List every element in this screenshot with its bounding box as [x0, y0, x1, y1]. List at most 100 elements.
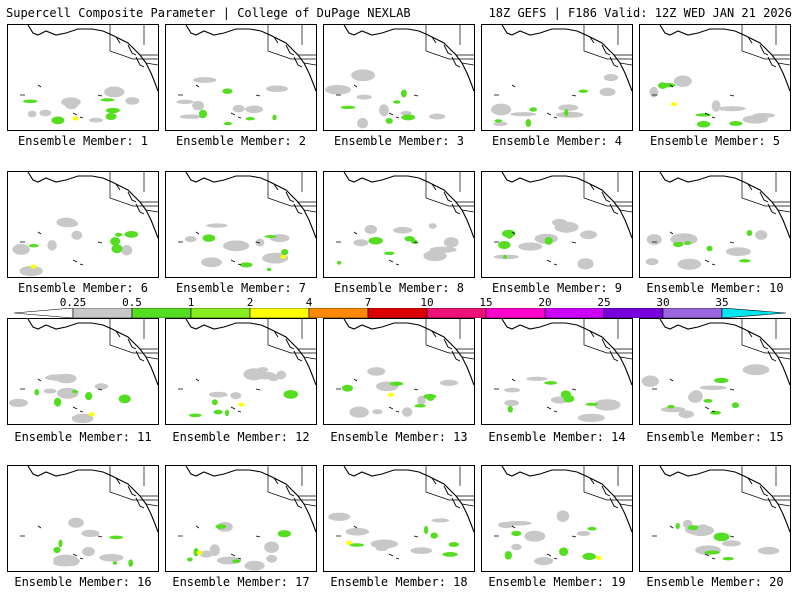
coastline: [343, 172, 474, 239]
coastal-islands: [273, 183, 303, 215]
colorbar-segment: [249, 308, 310, 318]
scp-green-area: [504, 551, 512, 560]
coastal-islands: [273, 330, 303, 362]
scp-gray-area: [356, 94, 372, 100]
map-svg: [178, 466, 316, 571]
map-panel-member-2: [165, 24, 317, 131]
colorbar-segment: [367, 308, 428, 318]
scp-gray-area: [276, 370, 287, 380]
scp-green-area: [34, 389, 39, 396]
scp-green-area: [675, 522, 680, 530]
scp-yellow-area: [72, 116, 79, 121]
coastal-islands: [747, 330, 777, 362]
coastal-islands: [589, 330, 619, 362]
coastline: [659, 466, 790, 533]
scp-gray-area: [576, 531, 591, 536]
scp-green-area: [389, 381, 404, 386]
coastline: [343, 25, 474, 92]
scp-yellow-area: [670, 102, 677, 107]
political-borders: [741, 319, 790, 360]
scp-gray-area: [81, 529, 100, 537]
scp-green-area: [213, 409, 223, 415]
colorbar-low-end: [14, 308, 74, 318]
member-label: Ensemble Member: 6: [17, 281, 149, 295]
scp-gray-area: [43, 388, 57, 394]
scp-gray-area: [556, 510, 570, 522]
coastal-islands: [273, 477, 303, 509]
scp-gray-area: [104, 86, 125, 98]
scp-yellow-area: [346, 540, 353, 545]
scp-green-area: [722, 557, 734, 561]
pacific-islands: [652, 84, 735, 119]
scp-gray-area: [255, 238, 265, 247]
member-label: Ensemble Member: 2: [175, 134, 307, 148]
member-label: Ensemble Member: 1: [17, 134, 149, 148]
scp-green-area: [729, 121, 743, 126]
scp-gray-area: [678, 410, 695, 419]
pacific-islands: [494, 525, 577, 560]
scp-gray-area: [255, 371, 276, 380]
map-svg: [12, 172, 158, 277]
scp-green-area: [383, 251, 395, 255]
scp-green-area: [349, 543, 364, 547]
colorbar-segment: [308, 308, 369, 318]
pacific-islands: [652, 378, 735, 413]
scp-gray-area: [400, 111, 412, 116]
scp-gray-area: [232, 104, 245, 113]
scp-gray-area: [393, 226, 413, 234]
political-borders: [109, 319, 158, 360]
scp-green-area: [54, 397, 62, 407]
scp-gray-area: [357, 117, 368, 129]
map-panel-member-13: [323, 318, 475, 425]
scp-gray-area: [60, 220, 79, 228]
colorbar-tick-label: 0.25: [59, 296, 87, 309]
member-label: Ensemble Member: 16: [14, 575, 152, 589]
scp-gray-area: [353, 239, 369, 247]
scp-green-area: [23, 99, 38, 104]
scp-gray-area: [677, 75, 690, 87]
scp-green-area: [385, 118, 393, 124]
coastal-islands: [431, 477, 461, 509]
scp-green-area: [112, 561, 117, 565]
coastal-islands: [431, 183, 461, 215]
scp-green-area: [706, 245, 713, 252]
scp-green-area: [118, 394, 131, 404]
coastline: [501, 172, 632, 239]
colorbar-segment: [544, 308, 605, 318]
scp-green-area: [51, 116, 65, 125]
scp-green-area: [283, 390, 299, 399]
coastline: [659, 172, 790, 239]
scp-green-area: [529, 107, 537, 112]
scp-gray-area: [722, 540, 741, 547]
coastline: [27, 25, 158, 92]
pacific-islands: [652, 231, 735, 266]
member-label: Ensemble Member: 8: [333, 281, 465, 295]
map-panel-member-19: [481, 465, 633, 572]
scp-gray-area: [594, 399, 621, 411]
scp-gray-area: [201, 257, 222, 268]
map-svg: [641, 319, 790, 419]
colorbar-tick-label: 20: [538, 296, 552, 309]
scp-green-area: [109, 535, 124, 540]
coastal-islands: [115, 477, 145, 509]
scp-gray-area: [193, 77, 217, 83]
scp-green-area: [281, 249, 289, 256]
scp-green-area: [266, 267, 272, 272]
scp-green-area: [511, 530, 522, 537]
scp-green-area: [673, 241, 684, 247]
scp-gray-area: [423, 250, 447, 262]
scp-gray-area: [208, 391, 228, 398]
scp-gray-area: [47, 240, 57, 251]
scp-gray-area: [99, 553, 124, 562]
political-borders: [583, 466, 632, 507]
scp-gray-area: [688, 391, 703, 403]
scp-green-area: [212, 399, 218, 406]
map-svg: [494, 466, 632, 566]
coastal-islands: [431, 36, 461, 68]
scp-gray-area: [677, 258, 702, 270]
scp-gray-area: [89, 117, 103, 123]
political-borders: [583, 172, 632, 213]
scp-green-area: [559, 547, 569, 556]
political-borders: [425, 319, 474, 360]
member-label: Ensemble Member: 19: [488, 575, 626, 589]
